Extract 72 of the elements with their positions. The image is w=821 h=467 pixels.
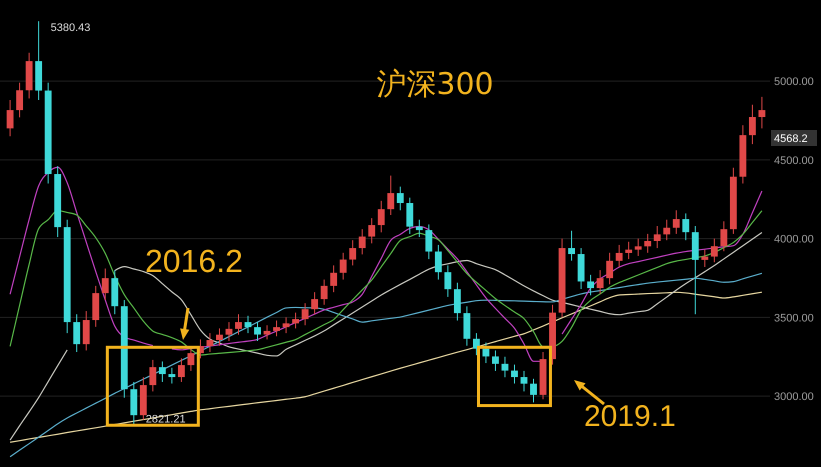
candlestick xyxy=(149,359,156,392)
y-tick-label: 4000.00 xyxy=(774,234,814,246)
candlestick xyxy=(511,364,518,384)
candlestick xyxy=(311,292,318,315)
candlestick xyxy=(273,320,280,337)
y-tick-label: 4500.00 xyxy=(774,154,814,167)
candlestick xyxy=(606,252,614,285)
candlestick xyxy=(416,219,423,238)
candlestick xyxy=(444,264,452,298)
candlestick xyxy=(710,238,718,263)
candlestick xyxy=(378,200,385,233)
candlestick xyxy=(349,240,356,266)
candlestick xyxy=(587,274,594,296)
candlestick xyxy=(654,226,661,249)
candlestick xyxy=(616,244,623,268)
y-tick-label: 3500.00 xyxy=(774,312,814,324)
candlestick xyxy=(178,358,185,382)
annotation: 2016.2 xyxy=(145,243,243,279)
candlestick xyxy=(102,268,109,301)
candlestick xyxy=(387,175,394,216)
candlestick xyxy=(73,314,80,353)
candlestick xyxy=(254,322,261,342)
candlestick xyxy=(358,228,366,255)
candlestick xyxy=(282,316,290,334)
candlestick xyxy=(568,230,575,262)
annotation: 2019.1 xyxy=(584,400,676,433)
line-series xyxy=(9,210,763,356)
candlestick xyxy=(244,315,252,334)
candlestick xyxy=(396,186,404,211)
candlestick xyxy=(454,282,461,322)
candlestick xyxy=(235,314,242,336)
candlestick xyxy=(434,244,442,280)
candlestick xyxy=(502,356,508,378)
candlestick xyxy=(682,212,690,241)
candlestick xyxy=(663,219,670,241)
candlestick xyxy=(672,210,680,234)
candlestick xyxy=(206,332,214,353)
candlestick xyxy=(482,342,490,364)
candlestick xyxy=(6,100,14,137)
candlestick xyxy=(520,370,528,392)
candlestick xyxy=(292,312,300,329)
candlestick xyxy=(168,367,176,384)
candlestick xyxy=(720,220,728,252)
annotation: 5380.43 xyxy=(50,22,90,34)
candlestick xyxy=(264,324,270,340)
candlestick xyxy=(625,241,632,260)
candlestick xyxy=(758,96,766,129)
annotation: 2821.21 xyxy=(146,413,186,426)
text: 沪深300 xyxy=(376,67,494,102)
candlestick xyxy=(320,279,328,306)
candlestick xyxy=(644,233,652,254)
line-series xyxy=(9,272,763,458)
candlestick xyxy=(226,322,232,342)
y-tick-label: 3000.00 xyxy=(774,391,814,404)
candlestick xyxy=(216,328,223,346)
text: 4568.2 xyxy=(774,133,808,145)
candlestick xyxy=(530,378,537,403)
candlestick xyxy=(701,249,708,268)
candlestick xyxy=(368,218,376,244)
candlestick xyxy=(425,224,432,260)
candlestick xyxy=(16,82,24,118)
candlestick xyxy=(158,360,166,382)
candlestick xyxy=(748,104,756,145)
candlestick xyxy=(302,302,309,326)
y-tick-label: 5000.00 xyxy=(774,76,814,88)
candlestick xyxy=(596,270,604,294)
candlestick xyxy=(340,252,347,280)
candlestick xyxy=(492,350,499,372)
candlestick xyxy=(406,197,414,234)
candlestick xyxy=(330,264,338,293)
candlestick xyxy=(187,346,194,372)
line-series xyxy=(9,292,763,443)
